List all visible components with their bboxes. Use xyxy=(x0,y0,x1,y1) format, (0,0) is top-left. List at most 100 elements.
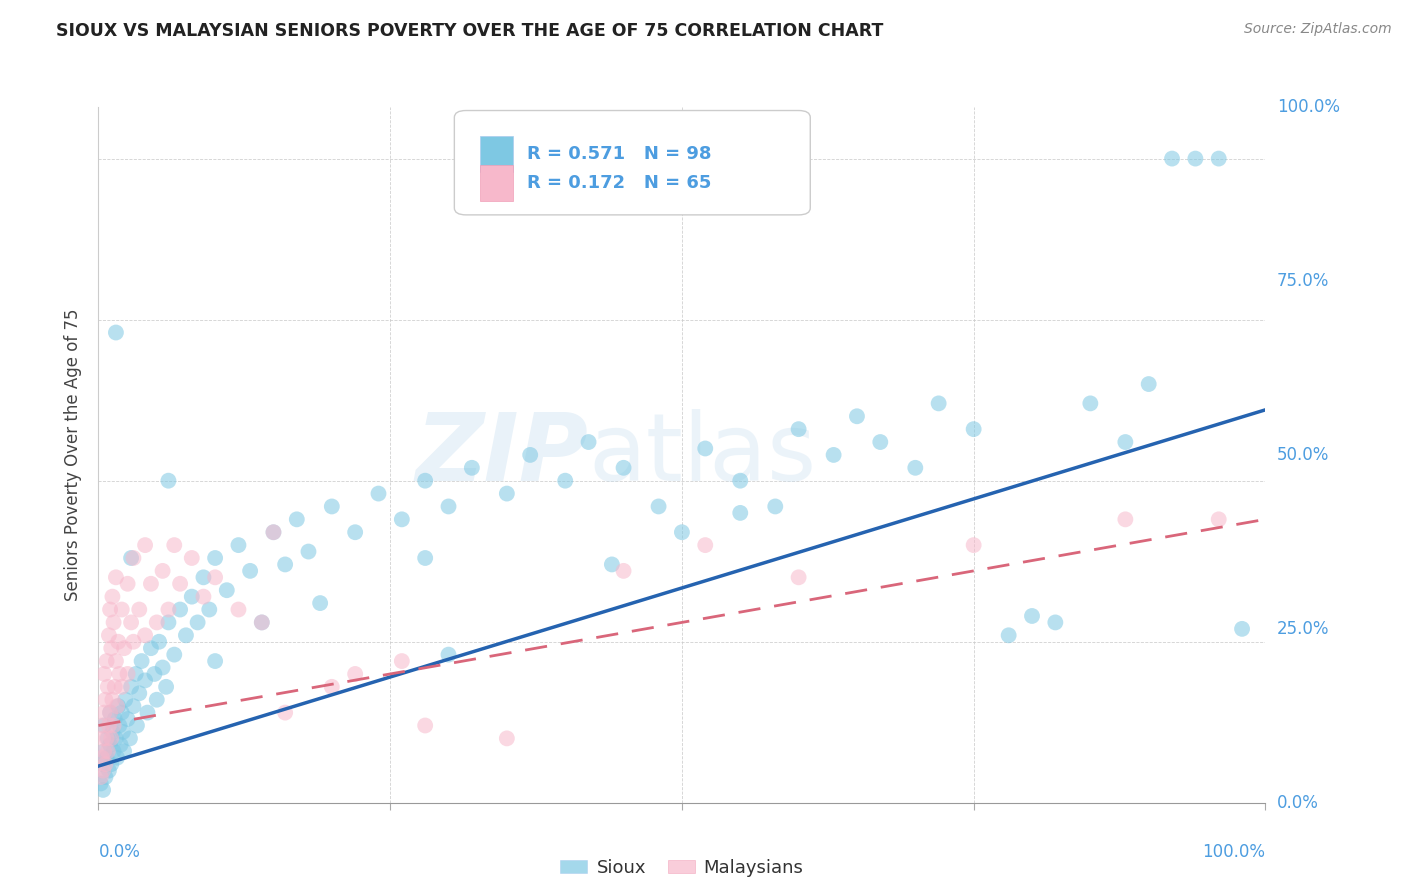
Point xyxy=(97,731,120,746)
Point xyxy=(413,718,436,732)
Point xyxy=(103,615,125,630)
Point xyxy=(110,738,132,752)
Text: Source: ZipAtlas.com: Source: ZipAtlas.com xyxy=(1244,22,1392,37)
Point xyxy=(997,628,1019,642)
Point xyxy=(101,725,124,739)
Point xyxy=(250,615,273,630)
Text: 75.0%: 75.0% xyxy=(1277,272,1329,290)
Point xyxy=(180,590,202,604)
Point xyxy=(108,667,131,681)
Point xyxy=(98,706,121,720)
FancyBboxPatch shape xyxy=(479,136,513,172)
Point xyxy=(93,744,115,758)
Point xyxy=(120,615,142,630)
Point xyxy=(187,615,209,630)
Point xyxy=(391,512,413,526)
Point xyxy=(193,570,215,584)
Point xyxy=(146,692,169,706)
Point xyxy=(146,615,169,630)
Point xyxy=(869,435,891,450)
Point xyxy=(139,641,162,656)
Point xyxy=(90,770,112,784)
Point xyxy=(94,770,117,784)
Point xyxy=(321,500,343,514)
Point xyxy=(695,442,717,456)
Text: R = 0.571   N = 98: R = 0.571 N = 98 xyxy=(527,145,711,162)
Point xyxy=(136,706,159,720)
Point xyxy=(152,564,174,578)
Point xyxy=(114,692,136,706)
Point xyxy=(730,506,752,520)
Point xyxy=(120,551,142,566)
Point xyxy=(519,448,541,462)
Point xyxy=(1230,622,1253,636)
Point xyxy=(111,706,134,720)
Point xyxy=(157,615,180,630)
Point xyxy=(96,654,118,668)
Point xyxy=(600,558,623,572)
Point xyxy=(695,538,717,552)
Point xyxy=(100,731,122,746)
Point xyxy=(367,486,389,500)
Point xyxy=(169,602,191,616)
Point xyxy=(204,654,226,668)
Point xyxy=(100,641,122,656)
Point xyxy=(94,692,117,706)
Point xyxy=(437,500,460,514)
Point xyxy=(148,634,170,648)
Point xyxy=(131,654,153,668)
Point xyxy=(180,551,202,566)
Point xyxy=(155,680,177,694)
Point xyxy=(107,699,129,714)
Point xyxy=(93,718,115,732)
Point xyxy=(104,731,127,746)
Point xyxy=(90,718,112,732)
Point xyxy=(104,570,127,584)
Point xyxy=(101,692,124,706)
Point xyxy=(104,654,127,668)
Point xyxy=(117,712,139,726)
Text: R = 0.172   N = 65: R = 0.172 N = 65 xyxy=(527,174,711,192)
FancyBboxPatch shape xyxy=(479,164,513,201)
Point xyxy=(97,718,120,732)
Point xyxy=(152,660,174,674)
Point xyxy=(413,551,436,566)
Point xyxy=(93,744,115,758)
Point xyxy=(134,628,156,642)
Point xyxy=(262,525,284,540)
Point xyxy=(495,731,517,746)
Point xyxy=(90,776,112,790)
Point xyxy=(174,628,197,642)
Point xyxy=(250,615,273,630)
Point xyxy=(193,590,215,604)
Text: 100.0%: 100.0% xyxy=(1202,843,1265,861)
Point xyxy=(112,641,135,656)
Point xyxy=(391,654,413,668)
Y-axis label: Seniors Poverty Over the Age of 75: Seniors Poverty Over the Age of 75 xyxy=(65,309,83,601)
Point xyxy=(90,750,112,764)
Point xyxy=(262,525,284,540)
Point xyxy=(215,583,238,598)
Point xyxy=(157,474,180,488)
Point xyxy=(96,731,118,746)
Point xyxy=(1114,435,1136,450)
Point xyxy=(904,460,927,475)
Point xyxy=(120,680,142,694)
Point xyxy=(461,460,484,475)
Text: atlas: atlas xyxy=(589,409,817,501)
Text: 50.0%: 50.0% xyxy=(1277,446,1329,464)
Point xyxy=(274,558,297,572)
Point xyxy=(125,667,148,681)
Point xyxy=(118,731,141,746)
Point xyxy=(98,602,121,616)
Point xyxy=(90,757,112,772)
Point xyxy=(163,648,186,662)
Point xyxy=(122,551,145,566)
Point xyxy=(285,512,308,526)
Point xyxy=(125,718,148,732)
Point xyxy=(204,551,226,566)
Point xyxy=(787,422,810,436)
Point xyxy=(1184,152,1206,166)
Point xyxy=(845,409,868,424)
Point xyxy=(612,564,634,578)
